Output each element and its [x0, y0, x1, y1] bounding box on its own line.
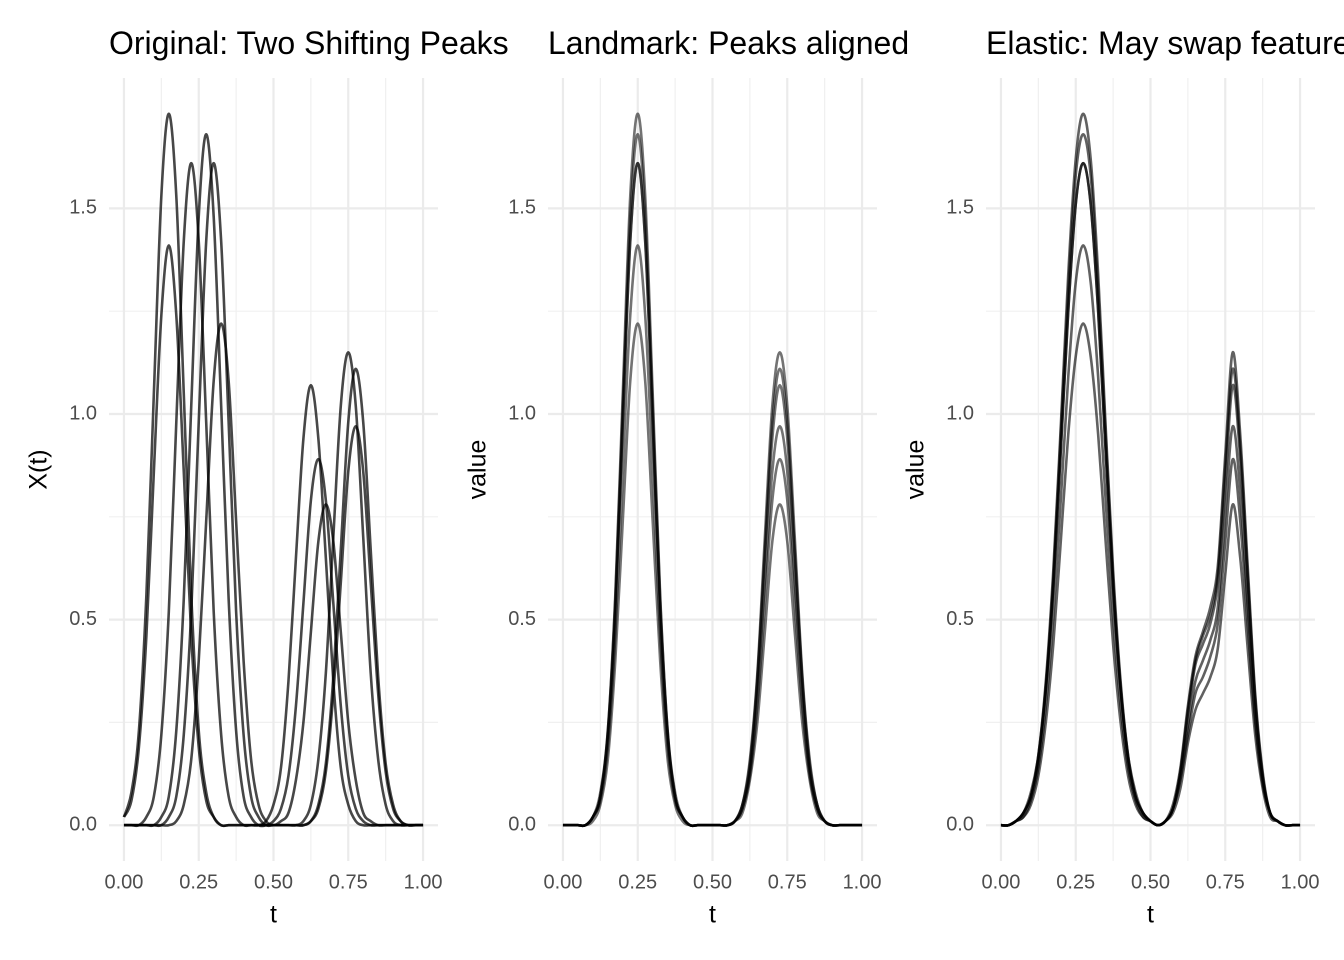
panel: 0.00 0.25 0.50 0.75 1.00 0.0 0.5 1.0 1.5 Landmark…	[464, 25, 910, 929]
chart-title: Original: Two Shifting Peaks	[109, 25, 509, 61]
y-tick-label: 1.5	[508, 197, 536, 219]
x-tick-label: 1.00	[1281, 871, 1320, 893]
panel: 0.00 0.25 0.50 0.75 1.00 0.0 0.5 1.0 1.5 Elastic:…	[902, 25, 1344, 929]
x-axis-title: t	[270, 901, 277, 929]
curve	[562, 322, 863, 827]
y-tick-label: 1.0	[508, 402, 536, 424]
x-tick-label: 1.00	[404, 871, 443, 893]
x-tick-label: 0.25	[1056, 871, 1095, 893]
y-axis-title: value	[464, 440, 492, 500]
x-axis-title: t	[709, 901, 716, 929]
x-tick-label: 0.00	[981, 871, 1020, 893]
x-tick-label: 0.25	[179, 871, 218, 893]
y-tick-label: 1.5	[946, 197, 974, 219]
x-tick-label: 0.75	[1206, 871, 1245, 893]
y-axis-title: value	[902, 440, 930, 500]
chart-title: Elastic: May swap features	[986, 25, 1344, 61]
x-tick-label: 0.25	[618, 871, 657, 893]
x-tick-label: 1.00	[843, 871, 882, 893]
y-tick-label: 1.0	[946, 402, 974, 424]
y-tick-label: 0.5	[508, 608, 536, 630]
panel: 0.00 0.25 0.50 0.75 1.00 0.0 0.5 1.0 1.5 Original…	[25, 25, 509, 929]
chart-title: Landmark: Peaks aligned	[548, 25, 909, 61]
y-tick-label: 0.0	[946, 814, 974, 836]
y-tick-label: 0.0	[508, 814, 536, 836]
x-tick-label: 0.75	[329, 871, 368, 893]
x-tick-label: 0.75	[768, 871, 807, 893]
x-tick-label: 0.00	[543, 871, 582, 893]
y-tick-label: 0.5	[69, 608, 97, 630]
y-axis-title: X(t)	[25, 449, 53, 489]
x-axis-title: t	[1147, 901, 1154, 929]
y-tick-label: 1.0	[69, 402, 97, 424]
y-tick-label: 0.0	[69, 814, 97, 836]
x-tick-label: 0.50	[254, 871, 293, 893]
x-tick-label: 0.00	[104, 871, 143, 893]
curve	[1000, 322, 1301, 827]
curve	[1000, 161, 1301, 827]
y-tick-label: 0.5	[946, 608, 974, 630]
curve	[123, 322, 424, 827]
x-tick-label: 0.50	[693, 871, 732, 893]
x-tick-label: 0.50	[1131, 871, 1170, 893]
y-tick-label: 1.5	[69, 197, 97, 219]
